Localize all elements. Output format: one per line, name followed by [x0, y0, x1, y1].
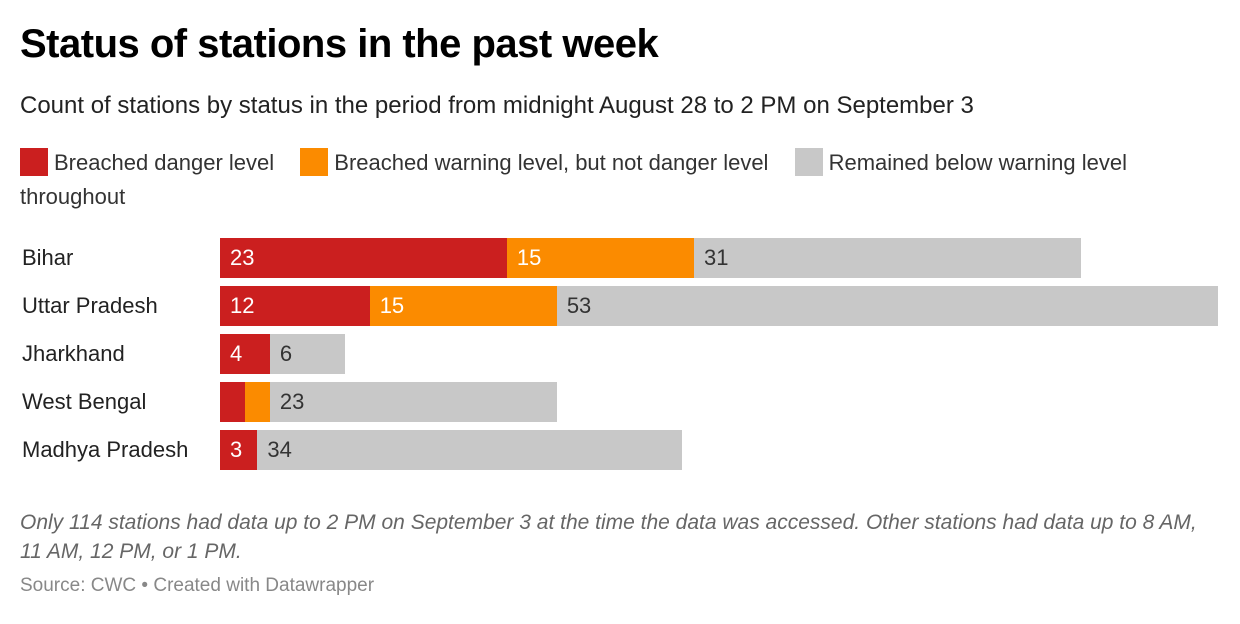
category-label: Uttar Pradesh	[22, 293, 158, 318]
data-label: 6	[279, 341, 293, 366]
bar-row: West Bengal 23	[20, 382, 1220, 422]
bar-segment-danger	[220, 430, 258, 470]
bar-segment-below	[694, 238, 1081, 278]
category-label: Madhya Pradesh	[22, 437, 189, 462]
legend-swatch-below	[794, 148, 823, 176]
chart-note: Only 114 stations had data up to 2 PM on…	[20, 511, 1197, 563]
bar-track: 12 15 53	[220, 286, 1218, 326]
bar-segment-danger	[220, 238, 507, 278]
category-label: West Bengal	[22, 389, 147, 414]
bar-segment-danger	[220, 334, 270, 374]
chart-subtitle: Count of stations by status in the perio…	[20, 92, 974, 119]
data-label: 15	[516, 245, 542, 270]
legend-item-danger: Breached danger level	[20, 148, 275, 176]
chart-container: Status of stations in the past week Coun…	[20, 0, 1220, 624]
legend-item-warning: Breached warning level, but not danger l…	[300, 148, 769, 176]
bar-track: 23 15 31	[220, 238, 1218, 278]
bar-segment-below	[556, 286, 1218, 326]
bar-segment-danger	[220, 382, 245, 422]
data-label: 3	[230, 437, 243, 462]
legend-label-danger: Breached danger level	[54, 150, 275, 175]
legend-swatch-danger	[20, 148, 48, 176]
legend-item-below: Remained below warning level throughout	[20, 148, 1127, 209]
bar-segment-warning	[369, 286, 557, 326]
stacked-bar-chart: Bihar 23 15 31 Uttar Pradesh 12 15 53 Jharkhand 4…	[20, 238, 1220, 472]
legend-label-below: Remained below warning level throughout	[20, 150, 1127, 209]
data-label: 31	[704, 245, 729, 270]
bar-segment-warning	[506, 238, 695, 278]
data-label: 34	[267, 437, 292, 462]
bar-segment-below	[269, 382, 557, 422]
bar-track: 23	[220, 382, 1218, 422]
bar-row: Uttar Pradesh 12 15 53	[20, 286, 1220, 326]
legend-swatch-warning	[300, 148, 329, 176]
bar-segment-below	[257, 430, 682, 470]
bar-track: 3 34	[220, 430, 1218, 470]
category-label: Jharkhand	[22, 341, 125, 366]
bar-row: Madhya Pradesh 3 34	[20, 430, 1220, 470]
bar-row: Jharkhand 4 6	[20, 334, 1220, 374]
chart-source: Source: CWC • Created with Datawrapper	[20, 575, 375, 596]
bar-segment-below	[269, 334, 345, 374]
data-label: 4	[230, 341, 243, 366]
data-label: 53	[566, 293, 592, 318]
data-label: 12	[230, 293, 255, 318]
chart-title: Status of stations in the past week	[20, 22, 659, 66]
bar-segment-danger	[220, 286, 370, 326]
data-label: 23	[279, 389, 305, 414]
data-label: 23	[230, 245, 255, 270]
category-label: Bihar	[22, 245, 74, 270]
bar-segment-warning	[244, 382, 270, 422]
bar-row: Bihar 23 15 31	[20, 238, 1220, 278]
data-label: 15	[379, 293, 405, 318]
legend: Breached danger level Breached warning l…	[20, 146, 1220, 214]
legend-label-warning: Breached warning level, but not danger l…	[334, 150, 769, 175]
